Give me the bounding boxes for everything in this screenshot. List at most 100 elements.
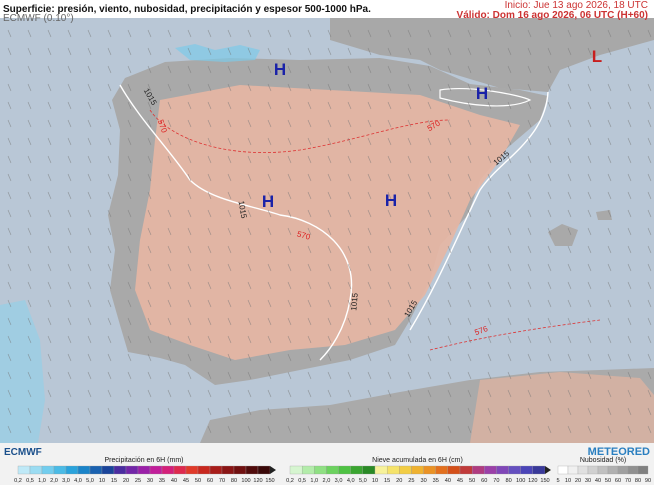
africa-warm (470, 372, 654, 443)
wind-barb (267, 299, 272, 308)
wind-barb (167, 245, 172, 254)
wind-barb (447, 353, 452, 362)
thickness-label: 576 (473, 324, 489, 337)
wind-barb (267, 335, 272, 344)
wind-barb (607, 245, 612, 254)
wind-barb (227, 137, 232, 146)
wind-barb (547, 209, 552, 218)
wind-barb (567, 317, 572, 326)
wind-barb (47, 137, 52, 146)
wind-barb (127, 47, 132, 56)
legend-panel (0, 443, 654, 485)
wind-barb (107, 83, 112, 92)
wind-barb (127, 389, 132, 398)
legend-swatch (197, 465, 211, 475)
wind-barb (167, 371, 172, 380)
wind-barb (427, 263, 432, 272)
wind-barb (627, 191, 632, 200)
wind-barb (527, 299, 532, 308)
legend-tick: 0,5 (26, 478, 34, 484)
legend-tick: 30 (420, 478, 426, 484)
wind-barb (527, 281, 532, 290)
wind-barb (487, 371, 492, 380)
legend-tick: 90 (645, 478, 651, 484)
wind-barb (327, 155, 332, 164)
wind-barb (327, 371, 332, 380)
wind-barb (167, 299, 172, 308)
wind-barb (107, 209, 112, 218)
wind-barb (627, 245, 632, 254)
wind-barb (187, 353, 192, 362)
wind-barb (607, 137, 612, 146)
wind-barb (307, 263, 312, 272)
legend-swatch (185, 465, 199, 475)
wind-barb (347, 173, 352, 182)
wind-barb (407, 263, 412, 272)
wind-barb (387, 335, 392, 344)
wind-barb (87, 425, 92, 434)
wind-barb (607, 209, 612, 218)
wind-barb (487, 317, 492, 326)
wind-barb (307, 173, 312, 182)
wind-barb (167, 281, 172, 290)
wind-barb (367, 155, 372, 164)
wind-barb (327, 353, 332, 362)
wind-barb (447, 47, 452, 56)
model-name: ECMWF (0.10°) (3, 13, 74, 24)
wind-barb (67, 281, 72, 290)
wind-barb (407, 137, 412, 146)
wind-barb (167, 191, 172, 200)
wind-barb (187, 47, 192, 56)
isobar-line (409, 91, 549, 331)
wind-barb (487, 47, 492, 56)
wind-barb (567, 101, 572, 110)
wind-barb (447, 299, 452, 308)
wind-barb (127, 317, 132, 326)
legend-tick: 120 (528, 478, 537, 484)
wind-barb (587, 137, 592, 146)
wind-barb (207, 317, 212, 326)
wind-barb (187, 191, 192, 200)
wind-barb (507, 227, 512, 236)
wind-barb (427, 299, 432, 308)
wind-barb (647, 353, 652, 362)
wind-barb (107, 101, 112, 110)
wind-barb (467, 65, 472, 74)
wind-barb (407, 299, 412, 308)
wind-barb (447, 209, 452, 218)
wind-barb (187, 317, 192, 326)
wind-barb (147, 335, 152, 344)
wind-barb (427, 281, 432, 290)
wind-barb (547, 191, 552, 200)
wind-barb (47, 335, 52, 344)
wind-barb (427, 119, 432, 128)
wind-barb (127, 263, 132, 272)
wind-barb (507, 209, 512, 218)
wind-barb (487, 299, 492, 308)
wind-barb (247, 137, 252, 146)
wind-barb (447, 317, 452, 326)
wind-barb (27, 173, 32, 182)
legend-swatch (209, 465, 223, 475)
wind-barb (227, 119, 232, 128)
wind-barb (527, 101, 532, 110)
wind-barb (287, 83, 292, 92)
wind-barb (307, 155, 312, 164)
legend-title: Nieve acumulada en 6H (cm) (372, 457, 463, 464)
wind-barb (607, 119, 612, 128)
wind-barb (567, 227, 572, 236)
wind-barb (467, 335, 472, 344)
wind-barb (587, 29, 592, 38)
wind-barb (87, 101, 92, 110)
wind-barb (27, 389, 32, 398)
wind-barb (107, 281, 112, 290)
wind-barb (627, 119, 632, 128)
wind-barb (647, 317, 652, 326)
wind-barb (147, 407, 152, 416)
wind-barb (267, 83, 272, 92)
wind-barb (247, 281, 252, 290)
wind-barb (487, 281, 492, 290)
wind-barb (407, 209, 412, 218)
wind-barb (7, 353, 12, 362)
legend-swatch (125, 465, 139, 475)
